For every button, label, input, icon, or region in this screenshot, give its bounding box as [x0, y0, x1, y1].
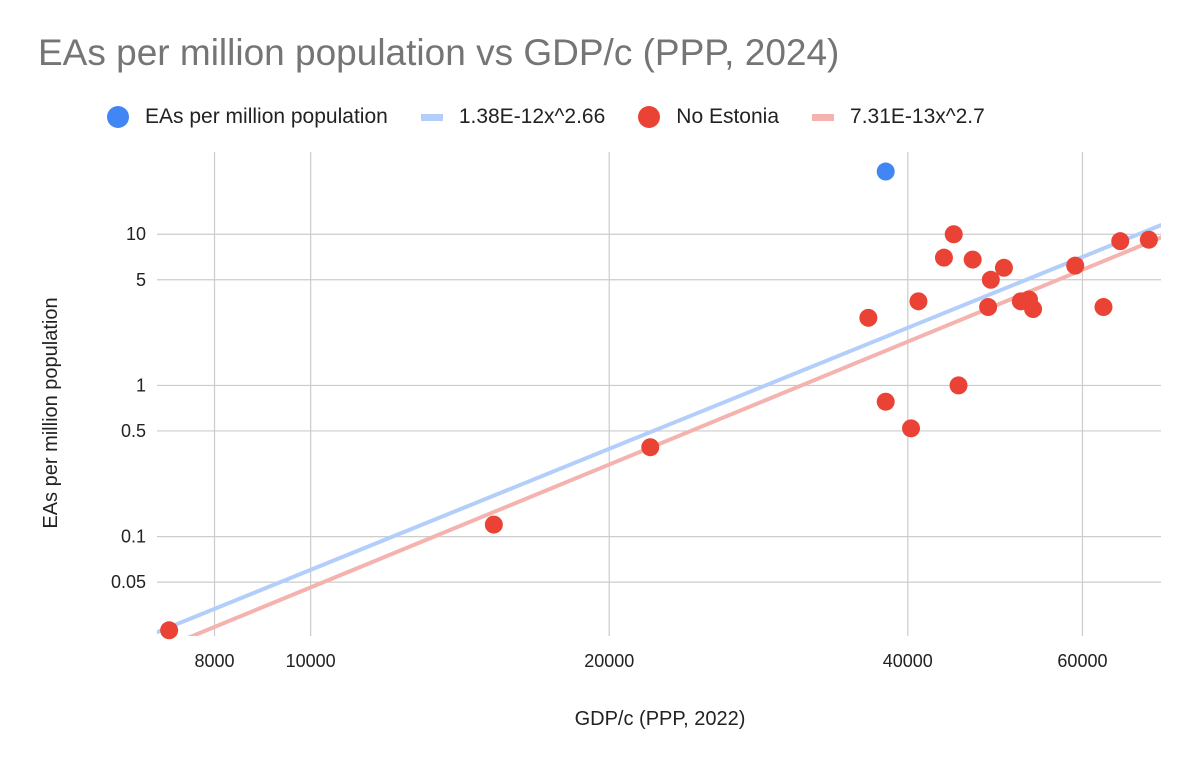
- chart-title: EAs per million population vs GDP/c (PPP…: [38, 32, 840, 73]
- legend-swatch-blue-line: [420, 113, 443, 121]
- data-point: [859, 308, 878, 327]
- data-point: [641, 438, 660, 457]
- y-tick-label: 0.5: [121, 421, 146, 441]
- x-axis-label: GDP/c (PPP, 2022): [575, 708, 746, 730]
- data-point: [876, 392, 895, 411]
- data-point: [909, 292, 928, 311]
- data-point: [1139, 230, 1158, 249]
- x-tick-label: 40000: [883, 651, 933, 671]
- data-point: [944, 225, 963, 244]
- legend-swatch-blue-dot: [107, 106, 129, 128]
- data-point: [484, 515, 503, 534]
- x-tick-label: 20000: [584, 651, 634, 671]
- x-tick-label: 8000: [194, 651, 234, 671]
- legend-label: EAs per million population: [145, 105, 388, 128]
- data-point: [1111, 232, 1130, 251]
- y-tick-label: 10: [126, 224, 146, 244]
- y-tick-label: 1: [136, 375, 146, 395]
- data-points: [160, 162, 1158, 640]
- data-point: [979, 298, 998, 317]
- data-point: [994, 258, 1013, 277]
- legend-item-ea-trendline: 1.38E-12x^2.66: [420, 105, 606, 129]
- legend: EAs per million population 1.38E-12x^2.6…: [107, 103, 1018, 131]
- legend-item-no-estonia-trendline: 7.31E-13x^2.7: [812, 105, 985, 129]
- legend-label: 7.31E-13x^2.7: [850, 105, 985, 128]
- trendline: [157, 223, 1161, 635]
- data-point: [1094, 298, 1113, 317]
- data-point: [949, 376, 968, 395]
- legend-swatch-red-dot: [638, 106, 661, 128]
- data-point: [934, 248, 953, 267]
- data-point: [902, 419, 921, 438]
- x-tick-label: 10000: [286, 651, 336, 671]
- y-tick-label: 0.05: [111, 572, 146, 592]
- y-tick-label: 0.1: [121, 527, 146, 547]
- data-point: [1024, 300, 1043, 319]
- data-point: [160, 621, 179, 640]
- y-axis-label: EAs per million population: [40, 297, 62, 528]
- legend-swatch-red-line: [812, 113, 835, 121]
- trendline: [187, 235, 1161, 636]
- legend-item-no-estonia: No Estonia: [638, 105, 779, 129]
- trendlines: [157, 223, 1161, 636]
- data-point: [981, 270, 1000, 289]
- legend-label: 1.38E-12x^2.66: [458, 105, 606, 128]
- data-point: [876, 162, 895, 181]
- legend-item-ea-points: EAs per million population: [107, 105, 388, 129]
- legend-label: No Estonia: [676, 105, 780, 128]
- x-tick-label: 60000: [1057, 651, 1107, 671]
- grid: [157, 152, 1161, 636]
- y-tick-label: 5: [136, 270, 146, 290]
- data-point: [1066, 256, 1085, 275]
- axis-ticks: 0.05 0.1 0.5 1 5 10 8000 10000 20000 40000 60000: [111, 224, 1108, 671]
- data-point: [963, 250, 982, 269]
